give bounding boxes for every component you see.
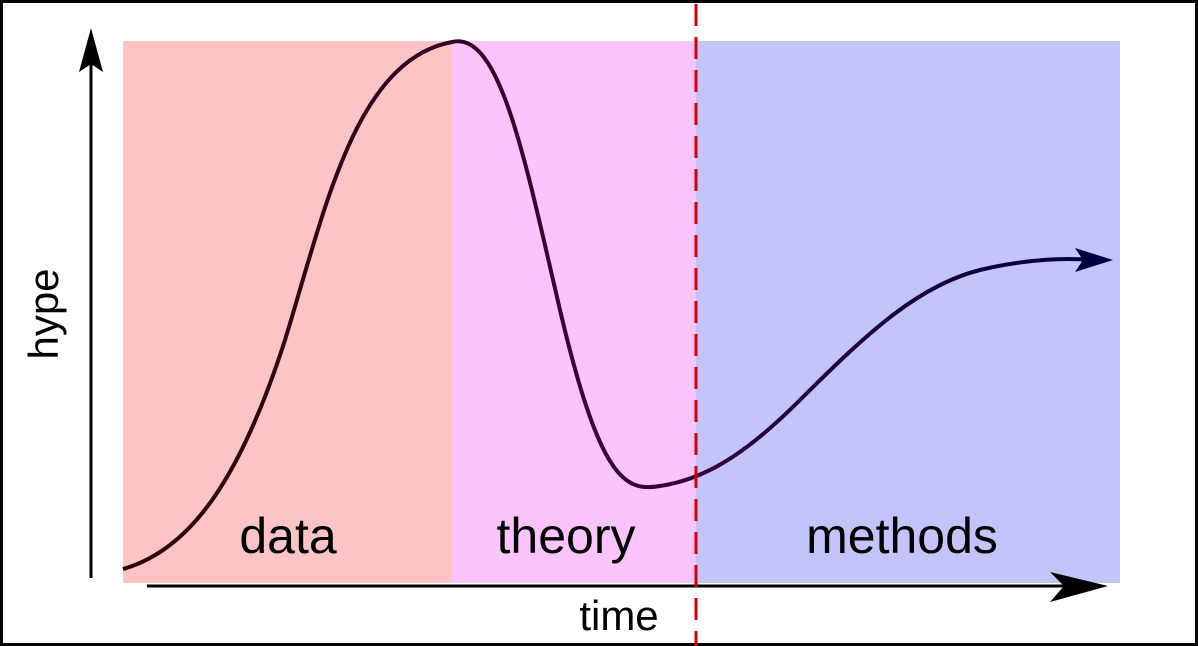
region-data-shade	[123, 41, 452, 583]
x-axis-label: time	[579, 592, 658, 639]
hype-curve-arrowhead	[1075, 248, 1113, 272]
y-axis-arrowhead	[79, 28, 103, 72]
hype-curve	[122, 39, 1091, 571]
region-methods-shade	[696, 41, 1120, 583]
x-axis-arrowhead	[1050, 572, 1108, 602]
y-axis-label: hype	[20, 268, 67, 359]
region-label-theory: theory	[497, 508, 636, 564]
region-theory-shade	[452, 41, 696, 583]
region-label-methods: methods	[806, 508, 998, 564]
region-label-data: data	[239, 508, 337, 564]
